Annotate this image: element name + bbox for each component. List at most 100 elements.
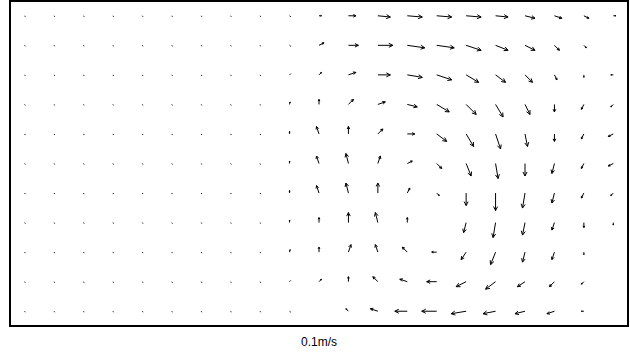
velocity-vector [376, 183, 380, 193]
velocity-vector [201, 282, 203, 283]
velocity-vector [432, 251, 437, 253]
velocity-vector [466, 134, 474, 147]
velocity-vector [551, 164, 555, 174]
velocity-vector [611, 193, 614, 196]
velocity-vector [496, 45, 509, 50]
velocity-vector [549, 282, 554, 287]
velocity-vector [378, 129, 383, 134]
velocity-vector [83, 134, 85, 135]
velocity-vector [83, 282, 85, 283]
velocity-vector [581, 164, 584, 169]
velocity-vector [466, 45, 481, 51]
velocity-vector [521, 193, 525, 208]
velocity-vector [113, 223, 115, 224]
velocity-vector [522, 252, 526, 262]
velocity-vector [613, 15, 616, 17]
velocity-vector [347, 213, 351, 223]
velocity-vector [611, 104, 614, 107]
velocity-vector [54, 134, 56, 135]
velocity-vector [54, 45, 56, 46]
velocity-vector [437, 164, 442, 169]
velocity-vector [407, 161, 412, 164]
velocity-vector [260, 134, 262, 135]
velocity-vector [554, 16, 562, 19]
velocity-vector [584, 45, 587, 48]
velocity-vector [521, 223, 525, 236]
plot-frame [10, 1, 628, 326]
velocity-vector [171, 75, 173, 76]
velocity-vector [290, 16, 291, 17]
velocity-vector [54, 75, 56, 76]
velocity-vector [451, 311, 466, 315]
velocity-vector [201, 134, 203, 135]
velocity-vector [583, 223, 585, 228]
velocity-vector [547, 311, 555, 314]
velocity-vector [581, 104, 584, 109]
velocity-vector [260, 164, 262, 165]
velocity-vector [230, 164, 232, 165]
velocity-vector [370, 308, 378, 311]
velocity-vector [142, 45, 144, 46]
velocity-vector [348, 99, 353, 104]
velocity-vector [496, 104, 504, 117]
velocity-vector [260, 282, 262, 283]
velocity-vector [201, 104, 203, 105]
velocity-vector [260, 252, 262, 253]
velocity-vector [612, 223, 614, 226]
velocity-vector [378, 101, 386, 104]
velocity-vector [554, 75, 557, 80]
velocity-vector [290, 74, 291, 75]
velocity-vector [518, 282, 526, 287]
velocity-vector [230, 252, 232, 253]
velocity-vector [466, 104, 476, 114]
velocity-vector [171, 311, 173, 312]
velocity-vector [494, 193, 498, 211]
velocity-vector [230, 134, 232, 135]
velocity-vector [486, 282, 496, 290]
velocity-vector [319, 279, 322, 282]
velocity-vector [496, 15, 509, 19]
velocity-vector [83, 45, 85, 46]
velocity-vector [230, 16, 232, 17]
velocity-vector [437, 75, 452, 81]
velocity-vector [464, 193, 468, 206]
velocity-vector [142, 193, 144, 194]
velocity-vector [553, 134, 556, 142]
velocity-vector [230, 75, 232, 76]
velocity-vector [289, 131, 291, 134]
velocity-vector [289, 220, 291, 223]
velocity-vector [406, 218, 408, 223]
velocity-vector [54, 164, 56, 165]
velocity-vector [171, 16, 173, 17]
velocity-vector [316, 126, 319, 134]
velocity-vector [483, 311, 496, 315]
velocity-vector [608, 164, 613, 167]
velocity-vector [54, 252, 56, 253]
velocity-vector [24, 134, 26, 135]
velocity-vector [492, 223, 496, 238]
velocity-vector [54, 282, 56, 283]
velocity-vector [525, 16, 535, 20]
velocity-vector [583, 75, 585, 78]
velocity-vector [584, 16, 589, 19]
velocity-vector [201, 193, 203, 194]
velocity-vector [24, 16, 26, 17]
velocity-vector [466, 15, 481, 19]
velocity-vector [201, 45, 203, 46]
velocity-vector [407, 15, 422, 19]
velocity-vector [24, 164, 26, 165]
velocity-vector [113, 75, 115, 76]
velocity-vector [142, 134, 144, 135]
velocity-vector [318, 218, 320, 223]
velocity-vector [378, 156, 381, 164]
velocity-vector [83, 164, 85, 165]
velocity-vector [422, 309, 437, 313]
velocity-vector [407, 133, 415, 136]
velocity-vector [318, 99, 320, 104]
velocity-vector [437, 193, 440, 196]
reference-label: 0.1m/s [301, 335, 337, 349]
velocity-vector [496, 134, 502, 149]
velocity-vector [378, 15, 391, 19]
velocity-vector [348, 44, 358, 48]
velocity-vector [551, 193, 555, 203]
